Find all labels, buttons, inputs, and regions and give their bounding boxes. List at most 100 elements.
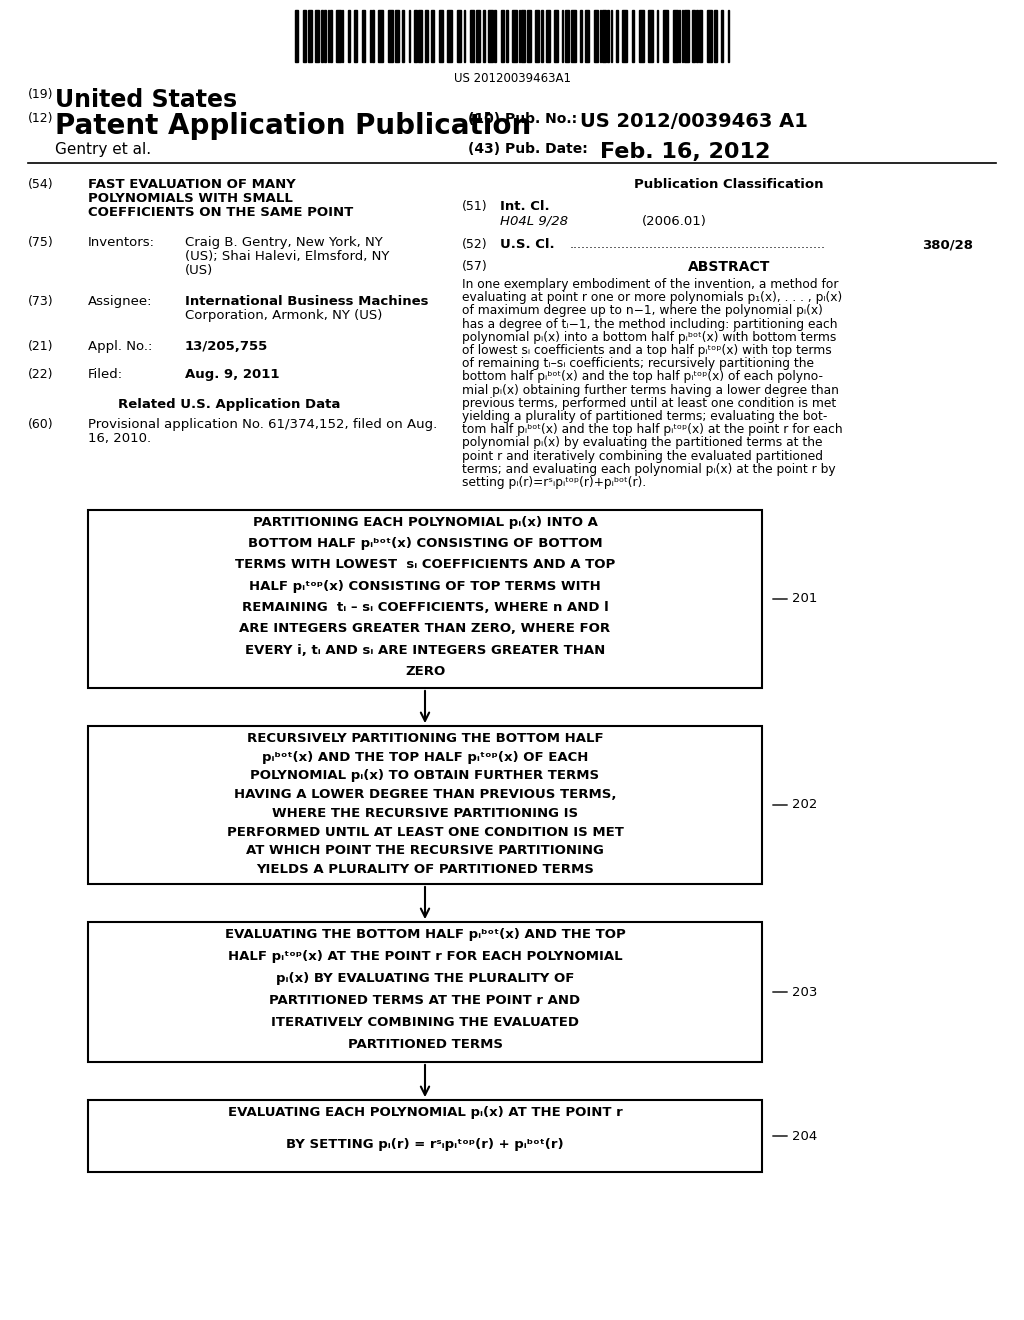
Bar [303, 11, 306, 62]
Text: (57): (57) [462, 260, 487, 273]
Text: ITERATIVELY COMBINING THE EVALUATED: ITERATIVELY COMBINING THE EVALUATED [271, 1016, 579, 1030]
Bar [402, 11, 404, 62]
Text: (52): (52) [462, 238, 487, 251]
Text: International Business Machines: International Business Machines [185, 294, 428, 308]
Bar [541, 11, 543, 62]
Bar [488, 11, 493, 62]
Text: 380/28: 380/28 [922, 238, 973, 251]
Text: Aug. 9, 2011: Aug. 9, 2011 [185, 368, 280, 381]
Bar [521, 11, 525, 62]
Text: 202: 202 [792, 799, 817, 812]
Text: EVALUATING EACH POLYNOMIAL pᵢ(x) AT THE POINT r: EVALUATING EACH POLYNOMIAL pᵢ(x) AT THE … [227, 1106, 623, 1119]
Text: Craig B. Gentry, New York, NY: Craig B. Gentry, New York, NY [185, 236, 383, 249]
Text: tom half pᵢᵇᵒᵗ(x) and the top half pᵢᵗᵒᵖ(x) at the point r for each: tom half pᵢᵇᵒᵗ(x) and the top half pᵢᵗᵒᵖ… [462, 424, 843, 436]
Bar [527, 11, 531, 62]
Bar [336, 11, 341, 62]
Text: AT WHICH POINT THE RECURSIVE PARTITIONING: AT WHICH POINT THE RECURSIVE PARTITIONIN… [246, 845, 604, 858]
Text: Corporation, Armonk, NY (US): Corporation, Armonk, NY (US) [185, 309, 382, 322]
Bar [88, 726, 762, 884]
Bar [439, 11, 443, 62]
Text: BOTTOM HALF pᵢᵇᵒᵗ(x) CONSISTING OF BOTTOM: BOTTOM HALF pᵢᵇᵒᵗ(x) CONSISTING OF BOTTO… [248, 537, 602, 550]
Text: HAVING A LOWER DEGREE THAN PREVIOUS TERMS,: HAVING A LOWER DEGREE THAN PREVIOUS TERM… [233, 788, 616, 801]
Bar [354, 11, 357, 62]
Bar [580, 11, 582, 62]
Text: 201: 201 [792, 593, 817, 606]
Bar [425, 11, 428, 62]
Text: evaluating at point r one or more polynomials p₁(x), . . . , pₗ(x): evaluating at point r one or more polyno… [462, 292, 843, 304]
Bar [663, 11, 668, 62]
Bar [476, 11, 480, 62]
Text: polynomial pᵢ(x) into a bottom half pᵢᵇᵒᵗ(x) with bottom terms: polynomial pᵢ(x) into a bottom half pᵢᵇᵒ… [462, 331, 837, 343]
Text: RECURSIVELY PARTITIONING THE BOTTOM HALF: RECURSIVELY PARTITIONING THE BOTTOM HALF [247, 733, 603, 744]
Text: (12): (12) [28, 112, 53, 125]
Text: (21): (21) [28, 341, 53, 352]
Text: PARTITIONING EACH POLYNOMIAL pᵢ(x) INTO A: PARTITIONING EACH POLYNOMIAL pᵢ(x) INTO … [253, 516, 597, 529]
Bar [607, 11, 609, 62]
Bar [395, 11, 399, 62]
Text: Appl. No.:: Appl. No.: [88, 341, 153, 352]
Bar [324, 11, 326, 62]
Text: Inventors:: Inventors: [88, 236, 155, 249]
Bar [418, 11, 422, 62]
Bar [388, 11, 393, 62]
Text: point r and iteratively combining the evaluated partitioned: point r and iteratively combining the ev… [462, 450, 823, 462]
Text: mial pᵢ(x) obtaining further terms having a lower degree than: mial pᵢ(x) obtaining further terms havin… [462, 384, 839, 396]
Bar [483, 11, 485, 62]
Text: pᵢᵇᵒᵗ(x) AND THE TOP HALF pᵢᵗᵒᵖ(x) OF EACH: pᵢᵇᵒᵗ(x) AND THE TOP HALF pᵢᵗᵒᵖ(x) OF EA… [262, 751, 588, 764]
Text: ABSTRACT: ABSTRACT [688, 260, 770, 275]
Text: bottom half pᵢᵇᵒᵗ(x) and the top half pᵢᵗᵒᵖ(x) of each polyno-: bottom half pᵢᵇᵒᵗ(x) and the top half pᵢ… [462, 371, 823, 383]
Bar [431, 11, 434, 62]
Text: 13/205,755: 13/205,755 [185, 341, 268, 352]
Bar [506, 11, 508, 62]
Text: Provisional application No. 61/374,152, filed on Aug.: Provisional application No. 61/374,152, … [88, 418, 437, 432]
Bar [315, 11, 319, 62]
Bar [648, 11, 653, 62]
Bar [501, 11, 504, 62]
Text: COEFFICIENTS ON THE SAME POINT: COEFFICIENTS ON THE SAME POINT [88, 206, 353, 219]
Text: Publication Classification: Publication Classification [634, 178, 823, 191]
Bar [330, 11, 332, 62]
Text: (60): (60) [28, 418, 53, 432]
Text: 16, 2010.: 16, 2010. [88, 432, 152, 445]
Bar [622, 11, 627, 62]
Text: terms; and evaluating each polynomial pᵢ(x) at the point r by: terms; and evaluating each polynomial pᵢ… [462, 463, 836, 475]
Text: PARTITIONED TERMS: PARTITIONED TERMS [347, 1038, 503, 1051]
Text: United States: United States [55, 88, 238, 112]
Text: EVALUATING THE BOTTOM HALF pᵢᵇᵒᵗ(x) AND THE TOP: EVALUATING THE BOTTOM HALF pᵢᵇᵒᵗ(x) AND … [224, 928, 626, 941]
Text: (75): (75) [28, 236, 53, 249]
Text: (2006.01): (2006.01) [642, 215, 707, 228]
Text: PERFORMED UNTIL AT LEAST ONE CONDITION IS MET: PERFORMED UNTIL AT LEAST ONE CONDITION I… [226, 826, 624, 838]
Bar [470, 11, 474, 62]
Bar [594, 11, 598, 62]
Bar [565, 11, 569, 62]
Text: YIELDS A PLURALITY OF PARTITIONED TERMS: YIELDS A PLURALITY OF PARTITIONED TERMS [256, 863, 594, 876]
Bar [602, 11, 606, 62]
Bar [348, 11, 350, 62]
Text: Gentry et al.: Gentry et al. [55, 143, 152, 157]
Bar [88, 510, 762, 688]
Bar [721, 11, 723, 62]
Text: (73): (73) [28, 294, 53, 308]
Bar [414, 11, 417, 62]
Text: TERMS WITH LOWEST  sᵢ COEFFICIENTS AND A TOP: TERMS WITH LOWEST sᵢ COEFFICIENTS AND A … [234, 558, 615, 572]
Bar [714, 11, 717, 62]
Text: of lowest sᵢ coefficients and a top half pᵢᵗᵒᵖ(x) with top terms: of lowest sᵢ coefficients and a top half… [462, 345, 831, 356]
Bar [632, 11, 634, 62]
Text: Filed:: Filed: [88, 368, 123, 381]
Text: Feb. 16, 2012: Feb. 16, 2012 [600, 143, 770, 162]
Bar [554, 11, 558, 62]
Text: (54): (54) [28, 178, 53, 191]
Bar [692, 11, 695, 62]
Text: U.S. Cl.: U.S. Cl. [500, 238, 555, 251]
Bar [696, 11, 698, 62]
Text: pᵢ(x) BY EVALUATING THE PLURALITY OF: pᵢ(x) BY EVALUATING THE PLURALITY OF [275, 972, 574, 985]
Text: HALF pᵢᵗᵒᵖ(x) AT THE POINT r FOR EACH POLYNOMIAL: HALF pᵢᵗᵒᵖ(x) AT THE POINT r FOR EACH PO… [227, 950, 623, 964]
Text: 204: 204 [792, 1130, 817, 1143]
Text: Patent Application Publication: Patent Application Publication [55, 112, 531, 140]
Text: (51): (51) [462, 201, 487, 213]
Text: US 2012/0039463 A1: US 2012/0039463 A1 [580, 112, 808, 131]
Text: BY SETTING pᵢ(r) = rˢᵢpᵢᵗᵒᵖ(r) + pᵢᵇᵒᵗ(r): BY SETTING pᵢ(r) = rˢᵢpᵢᵗᵒᵖ(r) + pᵢᵇᵒᵗ(r… [286, 1138, 564, 1151]
Text: Int. Cl.: Int. Cl. [500, 201, 550, 213]
Text: ZERO: ZERO [404, 665, 445, 677]
Bar [512, 11, 517, 62]
